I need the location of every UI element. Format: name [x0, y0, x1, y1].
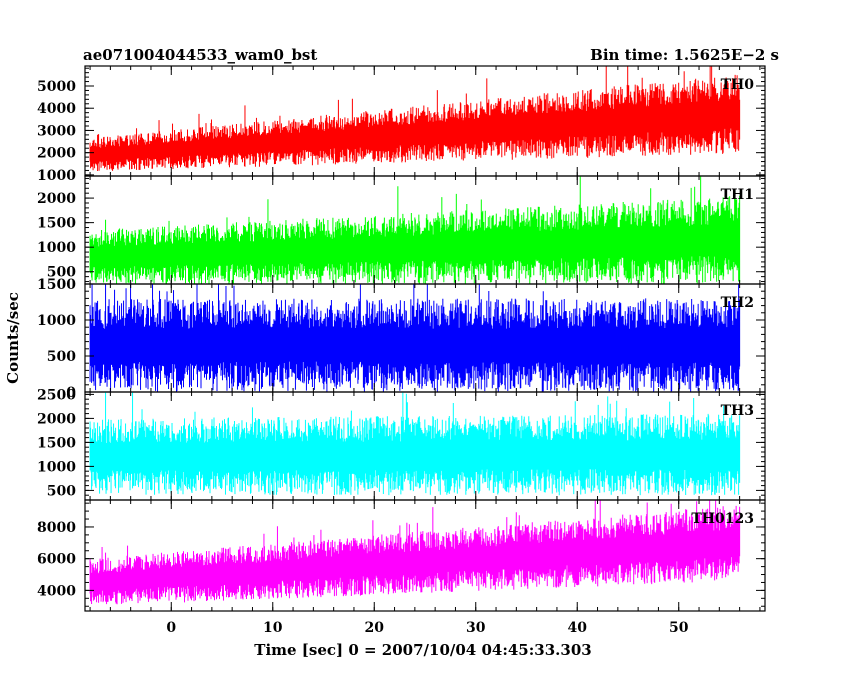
- x-axis-label: Time [sec] 0 = 2007/10/04 04:45:33.303: [254, 641, 591, 659]
- x-tick-label: 50: [669, 620, 689, 636]
- series-th1: [89, 176, 741, 284]
- y-tick-label: 2000: [37, 411, 76, 427]
- panel-label: TH2: [721, 295, 754, 311]
- panel-th2: 0 500 1000 1500 TH2: [37, 277, 766, 401]
- y-tick-label: 500: [47, 349, 76, 365]
- y-tick-label: 1000: [37, 313, 76, 329]
- y-tick-label: 8000: [37, 520, 76, 536]
- bin-time-label: Bin time: 1.5625E−2 s: [590, 46, 779, 64]
- panel-label: TH3: [721, 403, 754, 419]
- y-tick-label: 500: [47, 265, 76, 281]
- panel-th3: 500 1000 1500 2000 2500 TH3: [37, 387, 766, 501]
- panel-frame: [84, 499, 766, 612]
- series-th0123: [89, 500, 741, 605]
- x-tick-label: 0: [166, 620, 176, 636]
- y-tick-label: 2000: [37, 191, 76, 207]
- y-tick-label: 5000: [37, 79, 76, 95]
- panel-label: TH0: [721, 77, 755, 93]
- x-tick-label: 30: [466, 620, 486, 636]
- object-name-title: ae071004044533_wam0_bst: [83, 46, 317, 64]
- y-tick-label: 3000: [37, 123, 76, 139]
- series-th3: [89, 392, 741, 496]
- y-axis-label: Counts/sec: [4, 292, 22, 384]
- y-tick-label: 1500: [37, 435, 76, 451]
- y-tick-label: 1000: [37, 459, 76, 475]
- y-tick-label: 1500: [37, 216, 76, 232]
- panel-th0123: 4000 6000 8000 TH0123: [37, 499, 766, 612]
- y-tick-label: 6000: [37, 552, 76, 568]
- x-tick-label: 20: [365, 620, 385, 636]
- panel-th0: 1000 2000 3000 4000 5000 TH0: [37, 65, 766, 184]
- y-tick-label: 4000: [37, 101, 76, 117]
- panel-label: TH1: [721, 187, 754, 203]
- series-th2: [89, 284, 741, 392]
- panel-th1: 500 1000 1500 2000 TH1: [37, 175, 766, 285]
- x-tick-label: 40: [567, 620, 587, 636]
- y-tick-label: 1000: [37, 168, 76, 184]
- series-th0: [89, 66, 741, 171]
- y-tick-label: 500: [47, 483, 76, 499]
- panel-label: TH0123: [691, 511, 754, 527]
- y-tick-label: 0: [66, 385, 76, 401]
- y-tick-label: 2500: [37, 387, 76, 403]
- y-tick-label: 2000: [37, 146, 76, 162]
- y-tick-label: 1000: [37, 240, 76, 256]
- y-tick-label: 1500: [37, 277, 76, 293]
- y-tick-label: 4000: [37, 583, 76, 599]
- x-tick-label: 10: [263, 620, 283, 636]
